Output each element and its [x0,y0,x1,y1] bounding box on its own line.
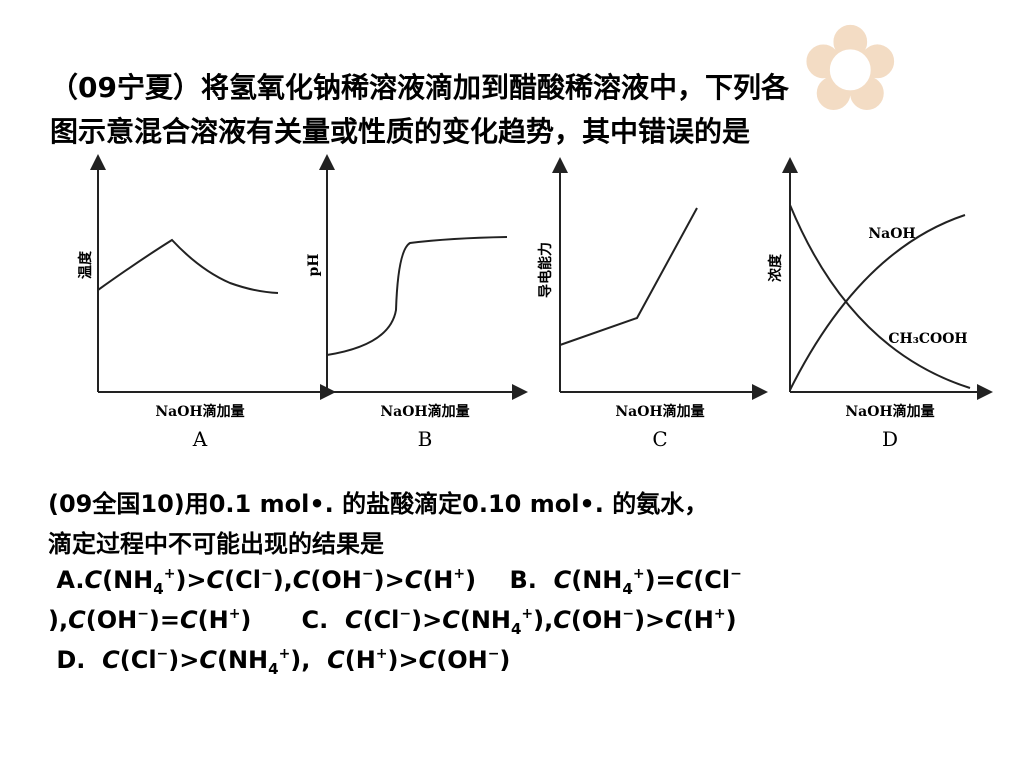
curve [326,236,508,356]
option-text: (H [197,606,229,634]
option-text: (OH [570,606,623,634]
option-text: C [68,606,86,634]
curve [97,238,279,294]
option-line: ),C(OH−)=C(H+) C. C(Cl−)>C(NH4+),C(OH−)>… [48,606,737,638]
option-text: − [399,606,412,622]
decoration: ✿ [800,0,901,139]
option-text: − [361,566,374,582]
option-text: C [102,646,120,674]
option-text: )> [411,606,443,634]
option-text: ) C. [240,606,345,634]
option-text: C [292,566,311,594]
option-text: (NH [571,566,623,594]
option-text: + [228,606,241,622]
option-text: ), [48,606,69,634]
question2-line: (09全国10)用0.1 mol•. 的盐酸滴定0.10 mol•. 的氨水， [48,490,709,518]
option-text: C [675,566,694,594]
y-label: 导电能力 [537,242,554,298]
option-text: + [375,646,388,662]
curve-label: CH₃COOH [888,331,967,347]
option-text: C [418,646,437,674]
y-label: 浓度 [767,253,784,282]
option-text: C [180,606,198,634]
curve-label: NaOH [868,226,915,242]
option-text: (Cl [119,646,157,674]
graph-letter: B [418,427,433,451]
option-text: (NH [459,606,511,634]
y-label: 温度 [77,250,94,279]
x-label: NaOH滴加量 [380,403,469,420]
graph-letter: D [882,427,898,451]
option-text: (NH [216,646,269,674]
question1-line: （09宁夏）将氢氧化钠稀溶液滴加到醋酸稀溶液中，下列各 [50,71,789,104]
x-label: NaOH滴加量 [615,403,704,420]
x-label: NaOH滴加量 [155,403,244,420]
y-label: pH [306,253,322,276]
option-text: (Cl [224,566,261,594]
option-text: )= [644,566,676,594]
option-text: + [713,606,726,622]
option-text: C [344,606,363,634]
option-text: + [278,646,291,662]
option-text: ) [499,646,511,674]
option-text: + [453,566,466,582]
option-text: ) B. [465,566,554,594]
option-text: (Cl [362,606,400,634]
option-text: ), [290,646,328,674]
option-text: C [404,566,423,594]
option-text: − [137,606,149,622]
option-text: D. [48,646,103,674]
option-text: ), [533,606,554,634]
option-text: − [622,606,635,622]
question2-line: 滴定过程中不可能出现的结果是 [48,530,384,558]
option-text: C [665,606,683,634]
option-line: A.C(NH4+)>C(Cl−),C(OH−)>C(H+) B. C(NH4+)… [48,566,742,598]
option-text: )> [387,646,419,674]
option-text: + [163,566,176,582]
option-text: 4 [268,660,279,678]
option-text: (NH [102,566,154,594]
option-text: 4 [622,580,633,598]
graph-letter: A [192,427,208,451]
option-text: 4 [153,580,164,598]
option-text: C [442,606,460,634]
option-text: )> [373,566,405,594]
option-text: )> [634,606,666,634]
option-text: ), [272,566,293,594]
option-text: 4 [510,620,522,638]
option-text: C [553,606,571,634]
option-text: )> [168,646,200,674]
graph-letter: C [652,427,667,451]
option-text: )= [148,606,180,634]
option-text: (OH [436,646,488,674]
option-text: )> [175,566,207,594]
option-text: C [206,566,225,594]
option-text: C [553,566,572,594]
option-text: (H [422,566,454,594]
option-text: C [84,566,103,594]
option-text: ) [725,606,737,634]
option-text: (H [344,646,376,674]
option-text: A. [48,566,85,594]
option-text: (H [682,606,714,634]
option-line: D. C(Cl−)>C(NH4+), C(H+)>C(OH−) [48,646,510,678]
option-text: (Cl [693,566,731,594]
question1-line: 图示意混合溶液有关量或性质的变化趋势，其中错误的是 [50,115,751,148]
x-label: NaOH滴加量 [845,403,934,420]
option-text: (OH [85,606,138,634]
curve [559,207,698,346]
option-text: + [632,566,645,582]
option-text: − [730,566,742,582]
curve [789,204,971,389]
option-text: + [521,606,534,622]
curve [789,214,966,391]
option-text: C [327,646,345,674]
option-text: − [156,646,169,662]
option-text: − [260,566,273,582]
option-text: (OH [310,566,362,594]
option-text: C [199,646,217,674]
option-text: − [487,646,500,662]
